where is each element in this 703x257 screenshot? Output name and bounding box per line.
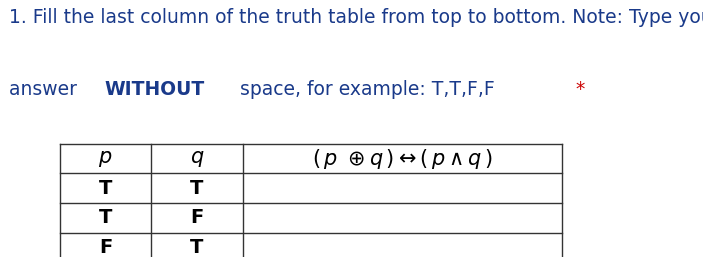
Text: 1. Fill the last column of the truth table from top to bottom. Note: Type your: 1. Fill the last column of the truth tab… — [9, 8, 703, 27]
Text: WITHOUT: WITHOUT — [105, 80, 205, 99]
Text: F: F — [191, 208, 203, 227]
Text: T: T — [190, 179, 204, 198]
Text: F: F — [99, 238, 112, 257]
Text: T: T — [190, 238, 204, 257]
Text: answer: answer — [9, 80, 83, 99]
Text: $p$: $p$ — [98, 149, 112, 169]
Text: $q$: $q$ — [190, 149, 204, 169]
Text: $(\,p\ \oplus q\,) \leftrightarrow (\,p \wedge q\,)$: $(\,p\ \oplus q\,) \leftrightarrow (\,p … — [312, 147, 493, 171]
Text: T: T — [98, 179, 112, 198]
Text: T: T — [98, 208, 112, 227]
Text: space, for example: T,T,F,F: space, for example: T,T,F,F — [234, 80, 495, 99]
Text: *: * — [570, 80, 586, 99]
